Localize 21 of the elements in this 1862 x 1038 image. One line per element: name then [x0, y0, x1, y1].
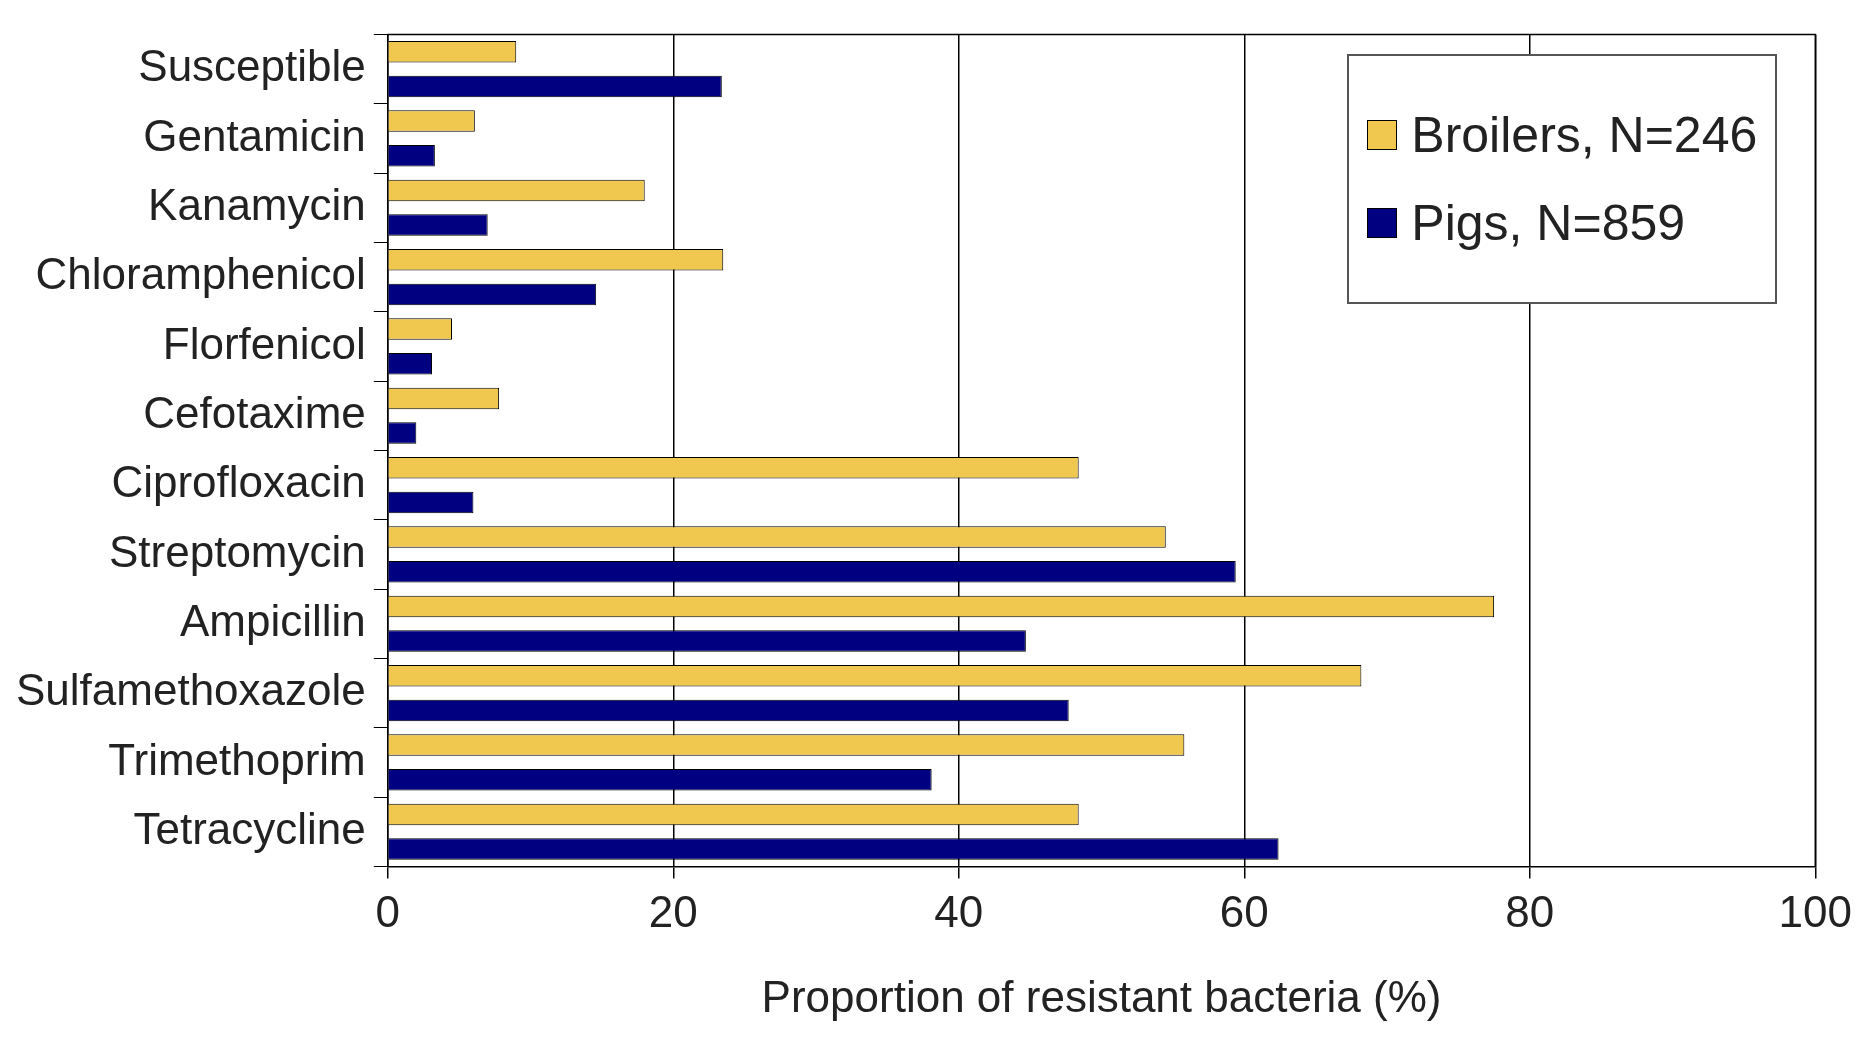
- x-tick-label: 20: [648, 886, 698, 936]
- y-tick-label: Chloramphenicol: [35, 249, 366, 299]
- x-tick-label: 0: [375, 886, 401, 936]
- y-tick-label: Streptomycin: [109, 526, 366, 576]
- x-tick-label: 80: [1505, 886, 1555, 936]
- x-tick-label: 100: [1778, 886, 1852, 936]
- y-tick-label: Susceptible: [138, 41, 366, 91]
- x-axis-title: Proportion of resistant bacteria (%): [761, 971, 1442, 1021]
- y-tick-label: Ciprofloxacin: [111, 457, 366, 507]
- y-tick-label: Tetracycline: [133, 803, 366, 853]
- x-tick-label: 60: [1219, 886, 1269, 936]
- legend-label: Pigs, N=859: [1411, 194, 1686, 253]
- y-tick-label: Kanamycin: [148, 179, 366, 229]
- x-tick-label: 40: [934, 886, 984, 936]
- legend-label: Broilers, N=246: [1411, 106, 1758, 165]
- y-tick-label: Cefotaxime: [143, 387, 366, 437]
- y-tick-label: Trimethoprim: [108, 734, 366, 784]
- y-tick-label: Ampicillin: [179, 595, 366, 645]
- y-tick-label: Florfenicol: [162, 318, 366, 368]
- y-tick-label: Sulfamethoxazole: [16, 665, 366, 715]
- y-tick-label: Gentamicin: [143, 110, 366, 160]
